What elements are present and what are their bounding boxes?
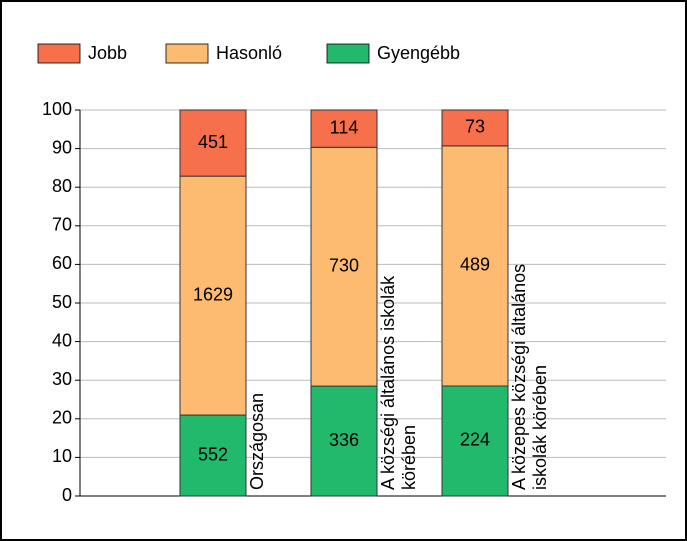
x-tick-label: A községi általános iskolák bbox=[378, 275, 398, 490]
legend-swatch bbox=[326, 43, 370, 64]
y-tick-label: 0 bbox=[62, 485, 72, 505]
data-label: 552 bbox=[198, 444, 228, 464]
y-tick-label: 50 bbox=[52, 292, 72, 312]
bar-segment bbox=[310, 385, 378, 497]
bar-segment bbox=[310, 146, 378, 387]
data-label: 489 bbox=[460, 255, 490, 275]
data-label: 336 bbox=[329, 430, 359, 450]
data-label: 1629 bbox=[193, 284, 233, 304]
y-tick-label: 60 bbox=[52, 253, 72, 273]
legend-label: Jobb bbox=[88, 43, 127, 63]
bar-segment bbox=[441, 109, 509, 147]
legend-swatch bbox=[37, 43, 81, 64]
y-tick-label: 30 bbox=[52, 369, 72, 389]
x-tick-label: Országosan bbox=[247, 393, 267, 490]
data-label: 451 bbox=[198, 132, 228, 152]
x-tick-label: iskolák körében bbox=[530, 365, 550, 490]
y-tick-label: 10 bbox=[52, 446, 72, 466]
bar-segment bbox=[310, 109, 378, 148]
legend-swatch bbox=[165, 43, 209, 64]
data-label: 73 bbox=[465, 117, 485, 137]
bar-segment bbox=[441, 385, 509, 497]
y-tick-label: 70 bbox=[52, 215, 72, 235]
legend-label: Hasonló bbox=[216, 43, 282, 63]
bar-segment bbox=[179, 109, 247, 177]
y-tick-label: 20 bbox=[52, 408, 72, 428]
bar-segment bbox=[179, 414, 247, 497]
y-tick-label: 90 bbox=[52, 137, 72, 157]
legend-label: Gyengébb bbox=[377, 43, 460, 63]
data-label: 730 bbox=[329, 255, 359, 275]
y-tick-label: 100 bbox=[42, 99, 72, 119]
x-tick-label: A közepes községi általános bbox=[509, 264, 529, 490]
data-label: 114 bbox=[330, 117, 359, 137]
y-tick-label: 80 bbox=[52, 176, 72, 196]
bar-segment bbox=[441, 145, 509, 387]
data-label: 224 bbox=[460, 430, 490, 450]
y-tick-label: 40 bbox=[52, 330, 72, 350]
x-tick-label: körében bbox=[399, 425, 419, 490]
